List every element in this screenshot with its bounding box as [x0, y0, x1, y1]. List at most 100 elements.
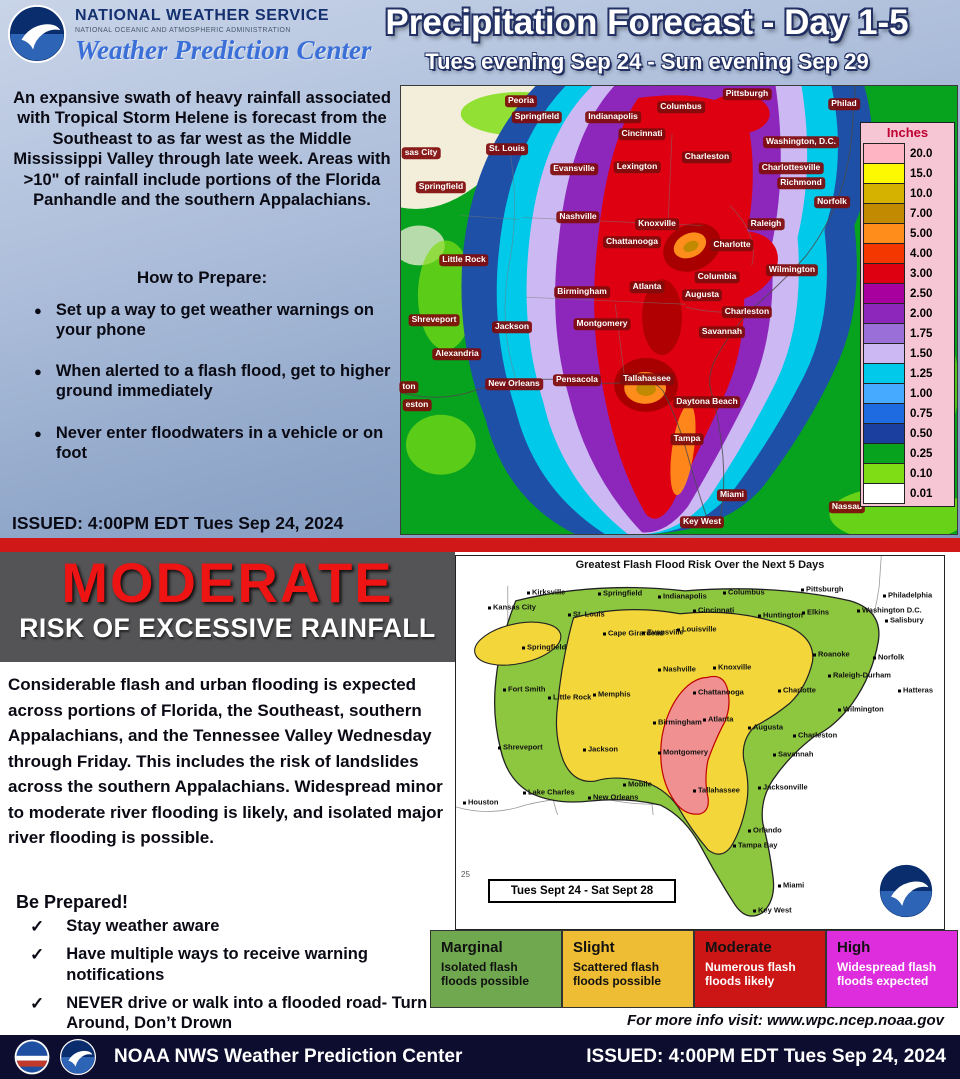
city-label-columbia: Columbia	[694, 271, 740, 283]
risk-cell-title: Moderate	[705, 939, 772, 956]
city-label-ton: ton	[399, 381, 419, 393]
city-label-raleigh: Raleigh	[747, 218, 785, 230]
city-label-chattanooga: Chattanooga	[603, 236, 661, 248]
precip-legend: Inches 20.0 15.0 10.0 7.00 5.00 4.00 3.00 2.50 2…	[860, 122, 955, 507]
list-item: ✓ Stay weather aware	[30, 916, 440, 937]
city-label-shreveport: Shreveport	[498, 743, 543, 752]
legend-value: 0.10	[910, 468, 933, 480]
city-label-new-orleans: New Orleans	[588, 793, 638, 802]
city-label-cincinnati: Cincinnati	[618, 128, 666, 140]
city-label-pittsburgh: Pittsburgh	[722, 88, 772, 100]
city-label-elkins: Elkins	[802, 608, 829, 617]
list-item: ● Never enter floodwaters in a vehicle o…	[34, 423, 394, 463]
flood-map-title: Greatest Flash Flood Risk Over the Next …	[575, 559, 825, 571]
be-prepared-item-text: NEVER drive or walk into a flooded road-…	[66, 993, 428, 1033]
legend-row: 1.00	[863, 383, 952, 404]
legend-swatch	[863, 323, 905, 344]
legend-value: 1.75	[910, 328, 933, 340]
footer-org-name: NOAA NWS Weather Prediction Center	[114, 1046, 463, 1067]
city-label-washington-d-c-: Washington D.C.	[857, 606, 922, 615]
city-label-wilmington: Wilmington	[838, 705, 884, 714]
forecast-summary: An expansive swath of heavy rainfall ass…	[13, 89, 391, 210]
risk-cell-slight: Slight Scattered flash floods possible	[562, 930, 694, 1008]
city-label-springfield: Springfield	[511, 111, 563, 123]
city-label-springfield: Springfield	[522, 643, 566, 652]
footer-bar: NOAA NWS Weather Prediction Center ISSUE…	[0, 1035, 960, 1079]
city-label-chattanooga: Chattanooga	[693, 688, 744, 697]
city-label-philad: Philad	[828, 98, 860, 110]
legend-row: 1.50	[863, 343, 952, 364]
prepare-list: ● Set up a way to get weather warnings o…	[34, 300, 394, 484]
list-item: ● Set up a way to get weather warnings o…	[34, 300, 394, 340]
city-label-indianapolis: Indianapolis	[658, 592, 707, 601]
brand-header: NATIONAL WEATHER SERVICE NATIONAL OCEANI…	[8, 5, 372, 66]
city-label-orlando: Orlando	[748, 826, 782, 835]
city-label-peoria: Peoria	[505, 95, 537, 107]
brand-text: NATIONAL WEATHER SERVICE NATIONAL OCEANI…	[75, 5, 372, 66]
city-label-kansas-city: Kansas City	[488, 603, 536, 612]
city-label-charleston: Charleston	[681, 151, 733, 163]
city-label-norfolk: Norfolk	[814, 196, 850, 208]
issued-timestamp-footer: ISSUED: 4:00PM EDT Tues Sep 24, 2024	[586, 1046, 946, 1067]
city-label-montgomery: Montgomery	[573, 318, 631, 330]
city-label-tallahassee: Tallahassee	[693, 786, 740, 795]
city-label-raleigh-durham: Raleigh-Durham	[828, 671, 891, 680]
legend-value: 1.00	[910, 388, 933, 400]
legend-row: 20.0	[863, 143, 952, 164]
risk-cell-title: Slight	[573, 939, 615, 956]
legend-swatch	[863, 263, 905, 284]
risk-cell-marginal: Marginal Isolated flash floods possible	[430, 930, 562, 1008]
legend-value: 7.00	[910, 208, 933, 220]
risk-cell-high: High Widespread flash floods expected	[826, 930, 958, 1008]
legend-swatch	[863, 423, 905, 444]
city-label-miami: Miami	[716, 489, 748, 501]
risk-cell-desc: Scattered flash floods possible	[573, 960, 662, 989]
legend-swatch	[863, 303, 905, 324]
risk-cell-desc: Isolated flash floods possible	[441, 960, 530, 989]
page-subtitle: Tues evening Sep 24 - Sun evening Sep 29	[425, 49, 869, 74]
precip-map: Peoria Springfield Indianapolis Columbus Pit…	[399, 85, 958, 535]
more-info-url: For more info visit: www.wpc.ncep.noaa.g…	[627, 1012, 944, 1029]
noaa-logo-icon	[8, 5, 66, 63]
legend-row: 0.75	[863, 403, 952, 424]
agency-subtitle: NATIONAL OCEANIC AND ATMOSPHERIC ADMINIS…	[75, 27, 291, 34]
city-label-nashville: Nashville	[556, 211, 600, 223]
city-label-st-louis: St. Louis	[486, 143, 528, 155]
city-label-charleston: Charleston	[793, 731, 837, 740]
city-label-lake-charles: Lake Charles	[523, 788, 575, 797]
city-label-evansville: Evansville	[642, 628, 684, 637]
top-section: NATIONAL WEATHER SERVICE NATIONAL OCEANI…	[0, 0, 960, 538]
city-label-norfolk: Norfolk	[873, 653, 904, 662]
legend-value: 3.00	[910, 268, 933, 280]
city-label-nassau: Nassau	[828, 501, 866, 513]
legend-row: 0.01	[863, 483, 952, 504]
legend-row: 1.75	[863, 323, 952, 344]
legend-value: 0.50	[910, 428, 933, 440]
legend-value: 1.50	[910, 348, 933, 360]
list-item: ✓ Have multiple ways to receive warning …	[30, 944, 440, 985]
city-label-montgomery: Montgomery	[658, 748, 708, 757]
city-label-savannah: Savannah	[773, 750, 813, 759]
list-item: ✓ NEVER drive or walk into a flooded roa…	[30, 993, 440, 1034]
bullet-icon: ●	[34, 425, 42, 441]
section-divider	[0, 538, 960, 552]
legend-swatch	[863, 163, 905, 184]
be-prepared-heading: Be Prepared!	[16, 892, 129, 912]
city-label-shreveport: Shreveport	[408, 314, 460, 326]
flood-city-labels: Kirksville Springfield Indianapolis Columbu…	[456, 556, 944, 929]
city-label-miami: Miami	[778, 881, 804, 890]
legend-row: 4.00	[863, 243, 952, 264]
city-label-fort-smith: Fort Smith	[503, 685, 546, 694]
legend-swatch	[863, 223, 905, 244]
legend-row: 0.50	[863, 423, 952, 444]
city-label-tampa: Tampa	[670, 433, 704, 445]
footer-branding: NOAA NWS Weather Prediction Center	[14, 1039, 462, 1075]
legend-value: 0.75	[910, 408, 933, 420]
legend-row: 10.0	[863, 183, 952, 204]
city-label-nashville: Nashville	[658, 665, 696, 674]
risk-cell-moderate: Moderate Numerous flash floods likely	[694, 930, 826, 1008]
city-label-evansville: Evansville	[550, 163, 598, 175]
legend-value: 4.00	[910, 248, 933, 260]
legend-swatch	[863, 443, 905, 464]
